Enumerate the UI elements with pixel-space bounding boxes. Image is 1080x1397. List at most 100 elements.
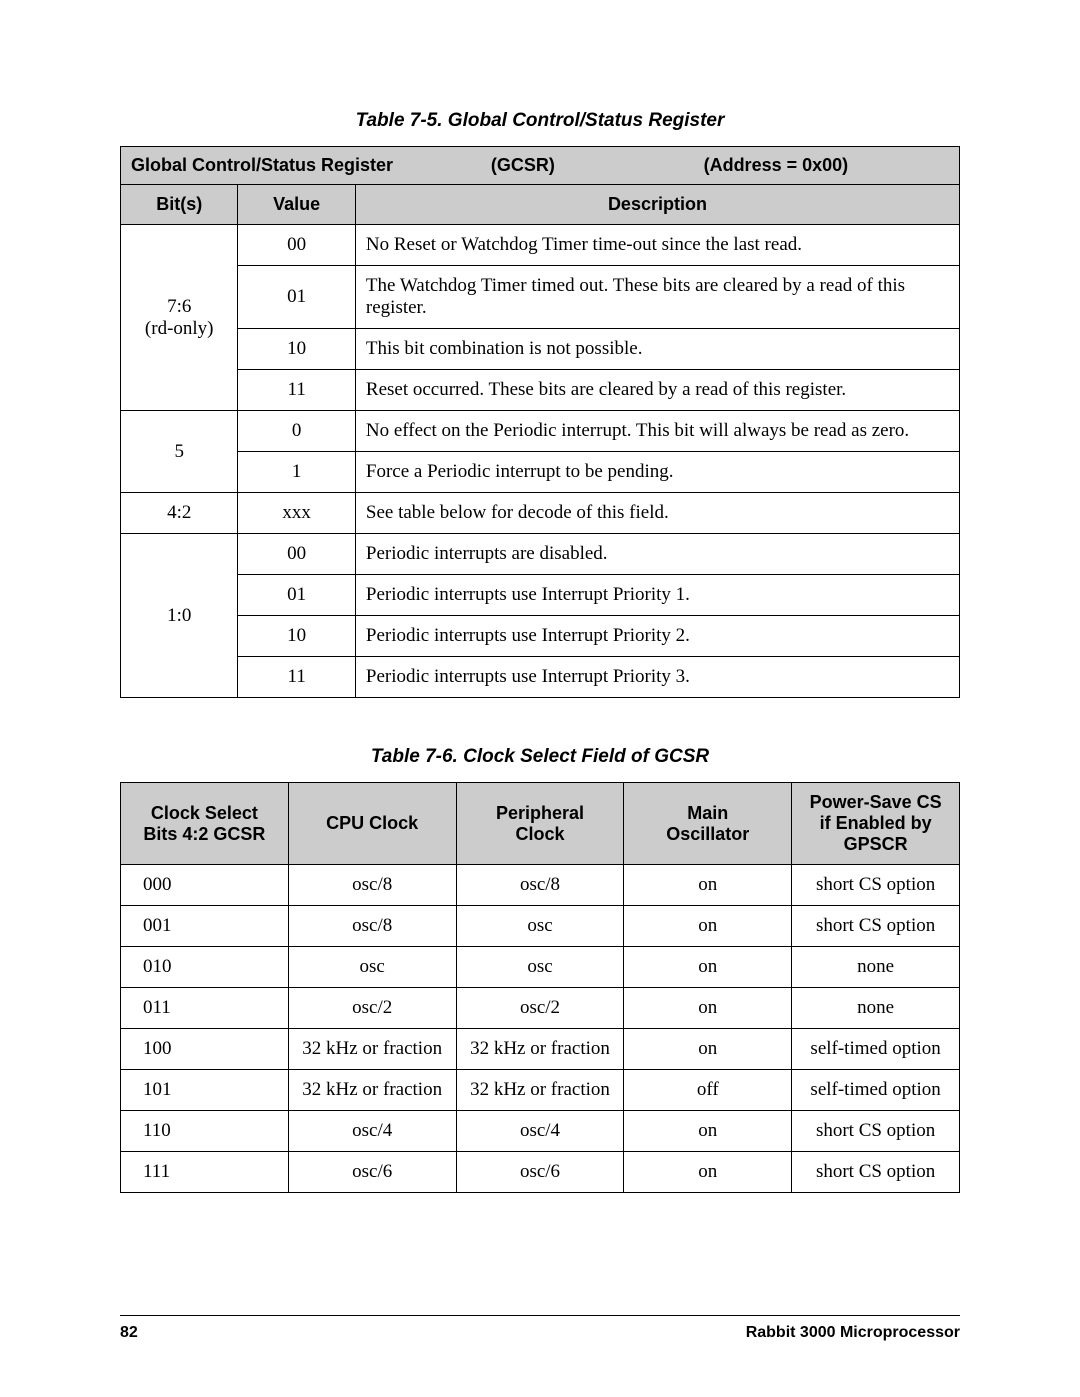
desc-cell: Force a Periodic interrupt to be pending… [355, 452, 959, 493]
value-cell: 1 [238, 452, 355, 493]
cell: none [792, 988, 960, 1029]
cell: short CS option [792, 1152, 960, 1193]
reg-name: Global Control/Status Register [131, 155, 491, 176]
desc-cell: No Reset or Watchdog Timer time-out sinc… [355, 225, 959, 266]
table-row: 010oscosconnone [121, 947, 960, 988]
cell: osc [456, 906, 624, 947]
table-row: 111osc/6osc/6onshort CS option [121, 1152, 960, 1193]
value-cell: 00 [238, 225, 355, 266]
value-cell: 0 [238, 411, 355, 452]
desc-cell: Reset occurred. These bits are cleared b… [355, 370, 959, 411]
table-row: 000osc/8osc/8onshort CS option [121, 865, 960, 906]
cell: short CS option [792, 906, 960, 947]
cell: 010 [121, 947, 289, 988]
cell: 000 [121, 865, 289, 906]
cell: osc [456, 947, 624, 988]
value-cell: 11 [238, 657, 355, 698]
cell: self-timed option [792, 1070, 960, 1111]
col-clock-select: Clock SelectBits 4:2 GCSR [121, 783, 289, 865]
table-row: 110osc/4osc/4onshort CS option [121, 1111, 960, 1152]
cell: 32 kHz or fraction [288, 1029, 456, 1070]
table-row: 1:0 00 Periodic interrupts are disabled. [121, 534, 960, 575]
cell: osc/8 [456, 865, 624, 906]
table-row: 7:6 (rd-only) 00 No Reset or Watchdog Ti… [121, 225, 960, 266]
table-row: 10 This bit combination is not possible. [121, 329, 960, 370]
cell: on [624, 988, 792, 1029]
cell: osc/6 [456, 1152, 624, 1193]
column-header-row: Clock SelectBits 4:2 GCSR CPU Clock Peri… [121, 783, 960, 865]
cell: 101 [121, 1070, 289, 1111]
desc-cell: No effect on the Periodic interrupt. Thi… [355, 411, 959, 452]
doc-title: Rabbit 3000 Microprocessor [746, 1324, 960, 1342]
desc-cell: Periodic interrupts use Interrupt Priori… [355, 616, 959, 657]
desc-cell: Periodic interrupts use Interrupt Priori… [355, 575, 959, 616]
cell: on [624, 1111, 792, 1152]
reg-addr: (Address = 0x00) [704, 155, 949, 176]
table2-caption: Table 7-6. Clock Select Field of GCSR [120, 746, 960, 768]
page-footer: 82 Rabbit 3000 Microprocessor [120, 1315, 960, 1342]
register-header-row: Global Control/Status Register (GCSR) (A… [121, 147, 960, 185]
value-cell: 01 [238, 575, 355, 616]
table-row: 5 0 No effect on the Periodic interrupt.… [121, 411, 960, 452]
cell: 001 [121, 906, 289, 947]
desc-cell: Periodic interrupts are disabled. [355, 534, 959, 575]
value-cell: 10 [238, 329, 355, 370]
table-row: 1 Force a Periodic interrupt to be pendi… [121, 452, 960, 493]
cell: on [624, 865, 792, 906]
cell: 32 kHz or fraction [456, 1070, 624, 1111]
cell: on [624, 906, 792, 947]
table-row: 10 Periodic interrupts use Interrupt Pri… [121, 616, 960, 657]
col-desc: Description [355, 185, 959, 225]
cell: short CS option [792, 865, 960, 906]
value-cell: 11 [238, 370, 355, 411]
col-power-save: Power-Save CSif Enabled byGPSCR [792, 783, 960, 865]
bits-cell: 1:0 [121, 534, 238, 698]
table-row: 10132 kHz or fraction32 kHz or fractiono… [121, 1070, 960, 1111]
gcsr-table: Global Control/Status Register (GCSR) (A… [120, 146, 960, 698]
bits-cell: 4:2 [121, 493, 238, 534]
table-row: 001osc/8osconshort CS option [121, 906, 960, 947]
cell: 011 [121, 988, 289, 1029]
table-row: 011osc/2osc/2onnone [121, 988, 960, 1029]
cell: off [624, 1070, 792, 1111]
cell: osc/4 [288, 1111, 456, 1152]
clock-select-table: Clock SelectBits 4:2 GCSR CPU Clock Peri… [120, 782, 960, 1193]
column-header-row: Bit(s) Value Description [121, 185, 960, 225]
col-cpu-clock: CPU Clock [288, 783, 456, 865]
bits-note: (rd-only) [145, 318, 214, 339]
col-peripheral-clock: PeripheralClock [456, 783, 624, 865]
page-number: 82 [120, 1324, 138, 1342]
cell: short CS option [792, 1111, 960, 1152]
table-row: 01 The Watchdog Timer timed out. These b… [121, 266, 960, 329]
bits-text: 7:6 [167, 296, 191, 317]
desc-cell: Periodic interrupts use Interrupt Priori… [355, 657, 959, 698]
cell: osc/2 [456, 988, 624, 1029]
table-row: 01 Periodic interrupts use Interrupt Pri… [121, 575, 960, 616]
cell: 32 kHz or fraction [456, 1029, 624, 1070]
table-row: 10032 kHz or fraction32 kHz or fractiono… [121, 1029, 960, 1070]
cell: none [792, 947, 960, 988]
cell: osc/6 [288, 1152, 456, 1193]
value-cell: 00 [238, 534, 355, 575]
cell: on [624, 1152, 792, 1193]
table-row: 4:2 xxx See table below for decode of th… [121, 493, 960, 534]
cell: on [624, 947, 792, 988]
cell: 111 [121, 1152, 289, 1193]
cell: 100 [121, 1029, 289, 1070]
cell: on [624, 1029, 792, 1070]
cell: 32 kHz or fraction [288, 1070, 456, 1111]
col-value: Value [238, 185, 355, 225]
cell: osc/8 [288, 906, 456, 947]
value-cell: 01 [238, 266, 355, 329]
desc-cell: The Watchdog Timer timed out. These bits… [355, 266, 959, 329]
value-cell: xxx [238, 493, 355, 534]
reg-code: (GCSR) [491, 155, 704, 176]
col-bits: Bit(s) [121, 185, 238, 225]
bits-cell: 5 [121, 411, 238, 493]
table-row: 11 Periodic interrupts use Interrupt Pri… [121, 657, 960, 698]
desc-cell: This bit combination is not possible. [355, 329, 959, 370]
table1-caption: Table 7-5. Global Control/Status Registe… [120, 110, 960, 132]
cell: osc [288, 947, 456, 988]
bits-cell: 7:6 (rd-only) [121, 225, 238, 411]
desc-cell: See table below for decode of this field… [355, 493, 959, 534]
